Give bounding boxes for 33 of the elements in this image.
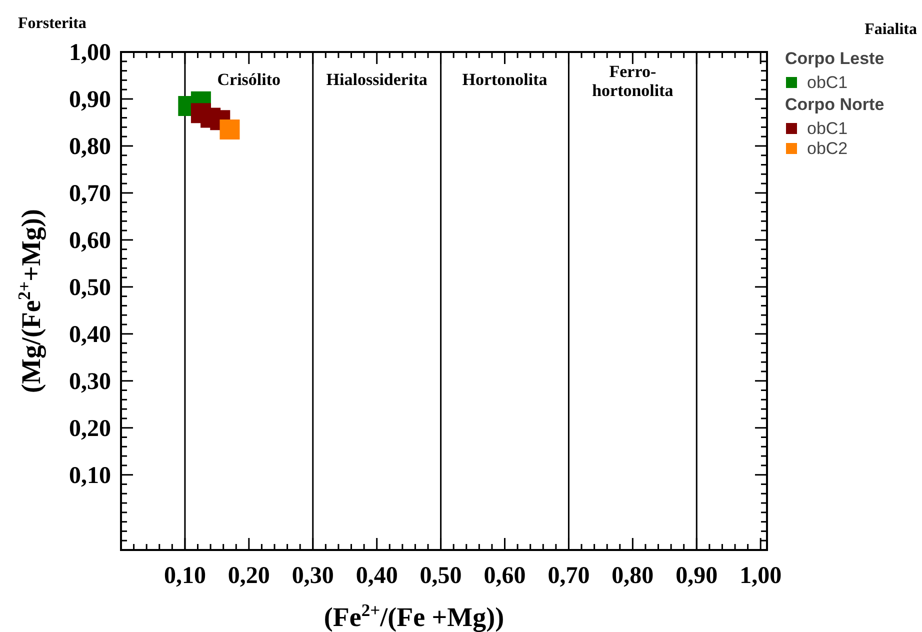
x-tick-label: 0,30 <box>292 563 334 589</box>
x-tick-label: 0,50 <box>420 563 462 589</box>
y-tick-label: 0,30 <box>69 368 111 395</box>
x-tick-label: 0,90 <box>676 563 718 589</box>
legend-label: obC2 <box>807 139 848 158</box>
x-tick-label: 0,70 <box>548 563 590 589</box>
annotation: Ferro- hortonolita <box>592 62 674 100</box>
text: Corpo Norte <box>785 95 884 114</box>
annotation: Hialossiderita <box>326 70 428 89</box>
y-tick-label: 0,80 <box>69 134 111 160</box>
y-tick-label: 0,70 <box>69 180 111 207</box>
x-tick-label: 0,80 <box>612 563 654 589</box>
text: Corpo Leste <box>785 49 884 68</box>
x-tick-label: 0,10 <box>164 563 206 589</box>
text: Faialita <box>864 21 917 38</box>
y-tick-label: 1,00 <box>69 40 111 66</box>
text: Forsterita <box>18 15 86 32</box>
y-tick-label: 0,90 <box>69 86 111 113</box>
y-tick-label: 0,20 <box>69 416 111 442</box>
annotation: Hortonolita <box>462 70 548 89</box>
x-tick-label: 0,40 <box>356 563 398 589</box>
x-tick-label: 1,00 <box>740 563 782 589</box>
y-tick-label: 0,10 <box>69 462 111 489</box>
point <box>220 120 240 140</box>
y-tick-label: 0,60 <box>69 228 111 254</box>
y-tick-label: 0,40 <box>69 322 111 348</box>
legend-label: obC1 <box>807 119 848 138</box>
x-tick-label: 0,60 <box>484 563 526 589</box>
x-tick-label: 0,20 <box>228 563 270 589</box>
y-tick-label: 0,50 <box>69 274 111 301</box>
legend-label: obC1 <box>807 73 848 92</box>
annotation: Crisólito <box>217 70 281 89</box>
x-axis-title: (Fe$^{2+}$/(Fe +Mg)) <box>324 600 504 632</box>
